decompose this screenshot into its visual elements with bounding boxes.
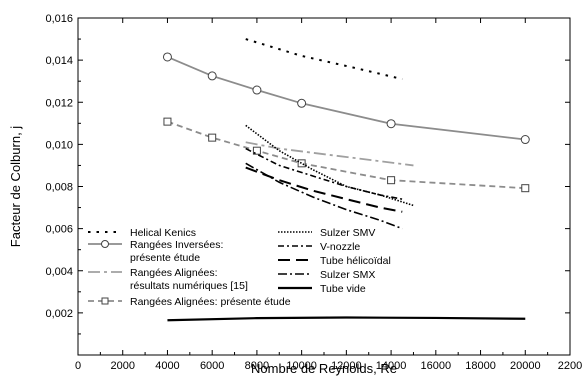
x-tick-label: 10000 [286, 360, 317, 372]
data-point [163, 117, 172, 126]
y-tick-label: 0,012 [45, 97, 73, 109]
x-tick-label: 2000 [110, 360, 134, 372]
x-tick-label: 6000 [200, 360, 224, 372]
x-tick-label: 8000 [245, 360, 269, 372]
data-point [521, 184, 530, 193]
series-line [245, 38, 403, 81]
series-4 [245, 124, 414, 207]
x-tick-label: 2200 [558, 360, 582, 372]
legend-label: Rangées Alignées: présente étude [130, 296, 291, 308]
data-point [162, 52, 172, 62]
data-point [207, 71, 217, 81]
axes: 0 2000 4000 6000 8000 10000 12000 14000 16000 180… [45, 13, 582, 372]
series-line [167, 120, 526, 190]
y-tick-label: 0,006 [45, 224, 73, 236]
legend-entry-4: Sulzer SMV [278, 227, 375, 239]
series-0 [245, 38, 403, 81]
series-layer [162, 38, 530, 322]
data-point [387, 176, 396, 185]
series-line [245, 141, 414, 167]
series-line [245, 124, 414, 207]
data-point [297, 98, 307, 108]
legend-entry-0: Helical Kenics [88, 227, 196, 239]
y-tick-label: 0,010 [45, 139, 73, 151]
legend-label: V-nozzle [320, 241, 360, 253]
legend-entry-6: Tube hélicoïdal [278, 255, 391, 267]
legend-label: Tube hélicoïdal [320, 255, 391, 267]
series-line [245, 166, 403, 213]
series-7 [245, 162, 403, 230]
legend-label: Sulzer SMX [320, 269, 375, 281]
y-tick-label: 0,008 [45, 182, 73, 194]
y-tick-label: 0,014 [45, 55, 73, 67]
series-3 [163, 117, 530, 193]
x-tick-label: 14000 [376, 360, 407, 372]
legend-entry-3: Rangées Alignées: présente étude [88, 296, 291, 308]
y-tick-label: 0,016 [45, 13, 73, 25]
series-line [245, 147, 403, 200]
x-tick-label: 18000 [465, 360, 496, 372]
data-point [297, 159, 306, 168]
series-line [167, 316, 526, 322]
x-tick-label: 20000 [510, 360, 541, 372]
x-tick-label: 16000 [421, 360, 452, 372]
x-tick-label: 4000 [155, 360, 179, 372]
data-point [520, 135, 530, 145]
legend-label: Tube vide [320, 283, 366, 295]
series-8 [167, 316, 526, 322]
x-tick-label: 0 [75, 360, 81, 372]
legend-marker [101, 297, 109, 305]
series-line [245, 162, 403, 230]
y-tick-label: 0,002 [45, 308, 73, 320]
legend-label: Rangées Alignées: [130, 267, 218, 279]
x-tick-label: 12000 [331, 360, 362, 372]
legend-entry-7: Sulzer SMX [278, 269, 375, 281]
legend-marker [101, 240, 109, 248]
series-6 [245, 166, 403, 213]
data-point [252, 85, 262, 95]
series-5 [245, 147, 403, 200]
series-line [167, 56, 526, 141]
legend-label: Sulzer SMV [320, 227, 375, 239]
y-axis-title: Facteur de Colburn, j [8, 126, 23, 248]
series-1 [162, 52, 530, 145]
y-tick-label: 0,004 [45, 266, 73, 278]
legend-label: Helical Kenics [130, 227, 196, 239]
data-point [386, 119, 396, 129]
series-2 [245, 141, 414, 167]
legend-label: Rangées Inversées: [130, 239, 223, 251]
legend-entry-2: Rangées Alignées:résultats numériques [1… [88, 267, 248, 292]
legend-entry-1: Rangées Inversées:présente étude [88, 239, 223, 264]
legend-label: présente étude [130, 252, 200, 264]
x-axis-title: Nombre de Reynolds, Re [251, 361, 397, 376]
legend-entry-5: V-nozzle [278, 241, 360, 253]
legend-label: résultats numériques [15] [130, 280, 248, 292]
data-point [252, 146, 261, 155]
data-point [208, 133, 217, 142]
legend-entry-8: Tube vide [278, 283, 366, 295]
